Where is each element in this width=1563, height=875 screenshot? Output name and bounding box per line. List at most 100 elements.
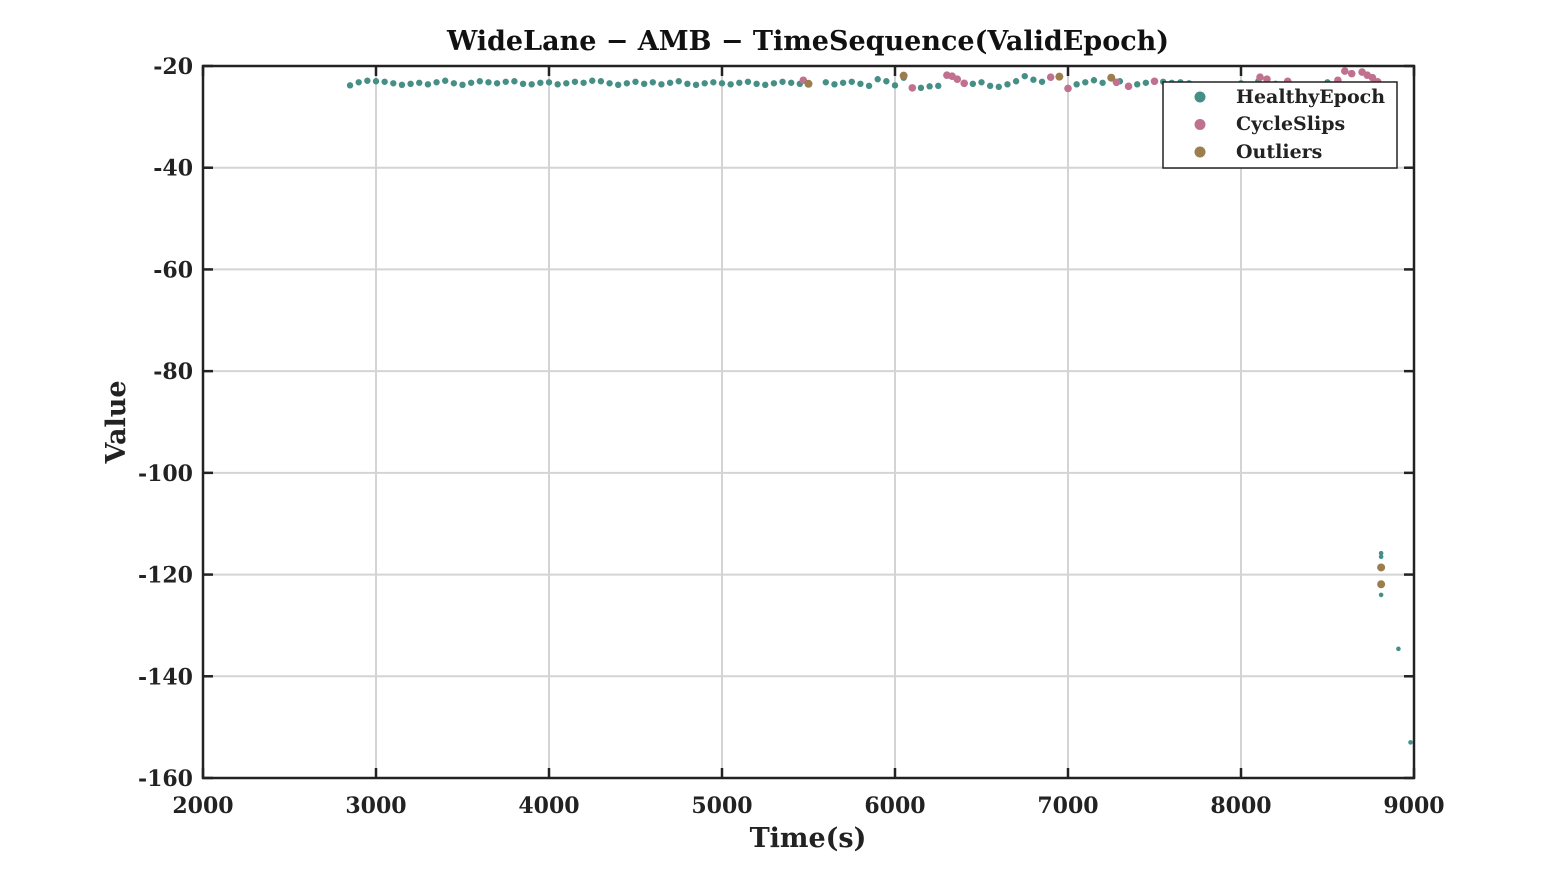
point-cycleslips [1341, 67, 1349, 75]
point-healthyepoch [666, 79, 674, 86]
point-cycleslips [1064, 84, 1072, 93]
point-cycleslips [1256, 73, 1264, 81]
point-outliers [1055, 72, 1064, 81]
point-healthyepoch [917, 84, 925, 92]
point-healthyepoch [839, 79, 847, 86]
point-healthyepoch [615, 81, 622, 89]
point-outliers [1377, 563, 1386, 572]
point-healthyepoch [571, 78, 579, 85]
point-healthyepoch [407, 80, 414, 88]
point-healthyepoch [831, 81, 838, 88]
y-tick-label: -140 [138, 664, 193, 690]
point-healthyepoch [649, 79, 656, 86]
x-tick-label: 8000 [1210, 793, 1271, 819]
point-healthyepoch [467, 79, 475, 86]
point-healthyepoch [502, 78, 509, 85]
legend-marker-outliers [1194, 146, 1206, 158]
point-healthyepoch [606, 80, 613, 87]
point-healthyepoch [1134, 81, 1141, 88]
x-tick-label: 2000 [172, 793, 233, 819]
point-cycleslips [1112, 78, 1121, 87]
point-outliers [1107, 73, 1116, 82]
point-cycleslips [953, 75, 962, 84]
y-tick-label: -160 [138, 766, 193, 792]
x-tick-labels: 2000 3000 4000 5000 6000 7000 8000 9000 [172, 793, 1444, 819]
point-healthyepoch [580, 79, 587, 86]
point-healthyepoch [398, 81, 406, 89]
point-healthyepoch [1408, 740, 1413, 745]
point-healthyepoch [519, 80, 527, 88]
point-healthyepoch [1004, 81, 1011, 88]
y-tick-labels: -20 -40 -60 -80 -100 -120 -140 -160 [138, 54, 193, 792]
y-tick-label: -40 [153, 156, 193, 182]
point-healthyepoch [822, 79, 829, 86]
point-healthyepoch [1378, 550, 1384, 556]
point-healthyepoch [701, 80, 708, 87]
legend-label-outliers: Outliers [1236, 141, 1322, 163]
point-cycleslips [1368, 73, 1377, 82]
point-healthyepoch [597, 78, 605, 85]
point-outliers [899, 71, 908, 80]
point-healthyepoch [692, 81, 700, 89]
point-healthyepoch [424, 81, 432, 88]
point-healthyepoch [537, 79, 544, 86]
point-healthyepoch [1378, 592, 1384, 598]
point-outliers [1377, 580, 1386, 589]
point-healthyepoch [545, 79, 553, 86]
y-tick-label: -120 [138, 563, 193, 589]
y-tick-label: -60 [153, 257, 193, 283]
chart-title: WideLane − AMB − TimeSequence(ValidEpoch… [446, 26, 1169, 57]
point-healthyepoch [1038, 78, 1046, 85]
point-cycleslips [908, 84, 917, 92]
point-healthyepoch [1396, 646, 1401, 652]
point-healthyepoch [935, 82, 942, 90]
point-healthyepoch [658, 81, 665, 88]
point-healthyepoch [718, 80, 726, 87]
data-points [346, 67, 1413, 745]
point-healthyepoch [710, 79, 717, 86]
point-healthyepoch [1090, 77, 1098, 84]
point-healthyepoch [1012, 78, 1020, 85]
point-healthyepoch [753, 80, 760, 88]
point-cycleslips [1347, 69, 1356, 78]
point-healthyepoch [684, 80, 691, 88]
point-healthyepoch [1073, 81, 1080, 88]
legend-marker-cycle-slips [1194, 119, 1206, 130]
point-healthyepoch [744, 78, 752, 85]
point-healthyepoch [442, 77, 449, 84]
point-healthyepoch [485, 79, 492, 86]
point-healthyepoch [770, 80, 778, 87]
y-tick-label: -20 [153, 54, 193, 80]
y-tick-label: -80 [153, 359, 193, 385]
point-healthyepoch [416, 79, 423, 86]
point-healthyepoch [589, 77, 596, 84]
point-healthyepoch [493, 80, 501, 87]
point-cycleslips [1046, 73, 1055, 81]
point-healthyepoch [623, 80, 631, 87]
legend-marker-healthy-epoch [1194, 91, 1206, 103]
x-tick-label: 3000 [345, 793, 406, 819]
x-tick-label: 4000 [518, 793, 579, 819]
point-healthyepoch [459, 81, 466, 89]
point-healthyepoch [511, 78, 518, 85]
point-healthyepoch [969, 80, 977, 88]
grid [202, 65, 1415, 779]
y-tick-label: -100 [138, 461, 193, 487]
y-axis-label: Value [101, 380, 132, 464]
point-healthyepoch [727, 81, 734, 88]
point-healthyepoch [995, 83, 1002, 91]
point-healthyepoch [433, 79, 440, 86]
point-cycleslips [1263, 75, 1271, 84]
legend-label-cycle-slips: CycleSlips [1236, 113, 1345, 135]
point-healthyepoch [788, 79, 795, 86]
point-healthyepoch [1378, 554, 1384, 560]
tick-marks [201, 64, 1416, 780]
x-tick-label: 9000 [1383, 793, 1444, 819]
point-healthyepoch [390, 80, 397, 87]
point-healthyepoch [857, 80, 864, 88]
point-healthyepoch [450, 80, 458, 87]
point-healthyepoch [891, 82, 899, 89]
point-cycleslips [1124, 82, 1133, 91]
point-healthyepoch [848, 78, 855, 85]
